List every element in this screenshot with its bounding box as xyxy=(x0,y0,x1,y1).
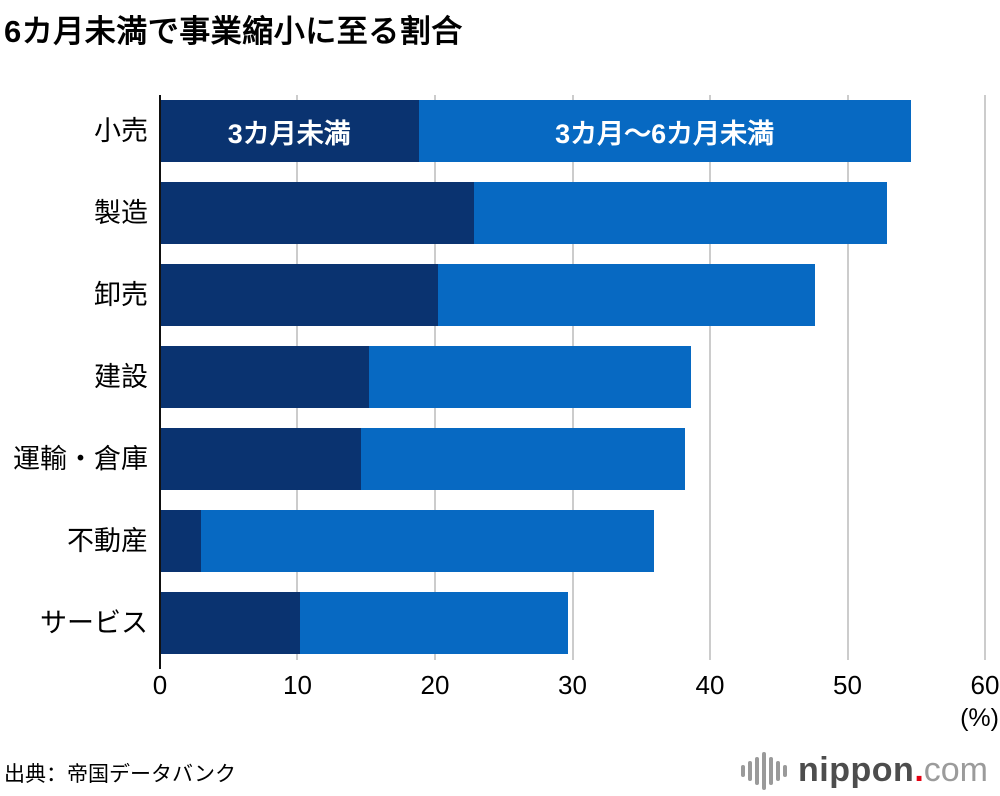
x-axis: (%) 0 10 20 30 40 50 60 xyxy=(153,660,1000,732)
bar-segment-dark xyxy=(160,428,361,490)
y-axis-line xyxy=(159,95,161,669)
bar-segment-light xyxy=(437,264,815,326)
category-label: 運輸・倉庫 xyxy=(13,444,148,474)
logo-dot: . xyxy=(914,751,924,789)
logo-suffix: com xyxy=(923,751,988,789)
x-tick-label: 30 xyxy=(558,670,587,700)
x-tick-label: 50 xyxy=(833,670,862,700)
plot-area: 小売 3カ月未満 3カ月〜6カ月未満製造卸売建設運輸・倉庫不動産サービス xyxy=(13,95,986,669)
bar-segment-light xyxy=(360,428,686,490)
bar-segment-light xyxy=(201,510,654,572)
bar-row: 小売 3カ月未満 3カ月〜6カ月未満 xyxy=(94,100,985,162)
bar-row: 建設 xyxy=(94,346,985,408)
category-label: 建設 xyxy=(94,362,148,392)
page-title: 6カ月未満で事業縮小に至る割合 xyxy=(4,14,463,49)
x-tick-label: 60 xyxy=(970,670,1000,700)
category-label: 小売 xyxy=(94,116,148,146)
bar-row: 製造 xyxy=(94,182,985,244)
bar-row: 運輸・倉庫 xyxy=(13,428,985,490)
bar-segment-dark xyxy=(160,182,474,244)
nippon-logo: nippon. com xyxy=(741,751,988,790)
bar-segment-light: 3カ月〜6カ月未満 xyxy=(418,100,911,162)
x-axis-unit: (%) xyxy=(960,704,999,732)
category-label: 不動産 xyxy=(67,526,148,556)
bar-segment-dark xyxy=(160,592,301,654)
bar-segment-dark xyxy=(160,346,369,408)
bar-row: サービス xyxy=(40,592,985,654)
bar-segment-dark xyxy=(160,264,438,326)
bar-segment-dark xyxy=(160,510,202,572)
bar-segment-light xyxy=(369,346,691,408)
x-tick-label: 10 xyxy=(283,670,312,700)
x-tick-label: 20 xyxy=(420,670,450,700)
gridline xyxy=(708,95,711,660)
category-label: 製造 xyxy=(94,198,148,228)
waveform-icon xyxy=(741,751,790,790)
logo-name: nippon xyxy=(798,751,915,789)
category-label: サービス xyxy=(40,608,148,638)
source-text: 出典：帝国データバンク xyxy=(4,763,237,786)
bar-segment-dark: 3カ月未満 xyxy=(160,100,419,162)
gridline xyxy=(846,95,849,660)
bar-row: 不動産 xyxy=(67,510,985,572)
bar-segment-light xyxy=(300,592,569,654)
bar-row: 卸売 xyxy=(94,264,985,326)
category-label: 卸売 xyxy=(94,280,148,310)
x-tick-label: 0 xyxy=(152,670,168,700)
gridline xyxy=(984,95,986,660)
bar-segment-light xyxy=(473,182,888,244)
x-tick-label: 40 xyxy=(695,670,725,700)
